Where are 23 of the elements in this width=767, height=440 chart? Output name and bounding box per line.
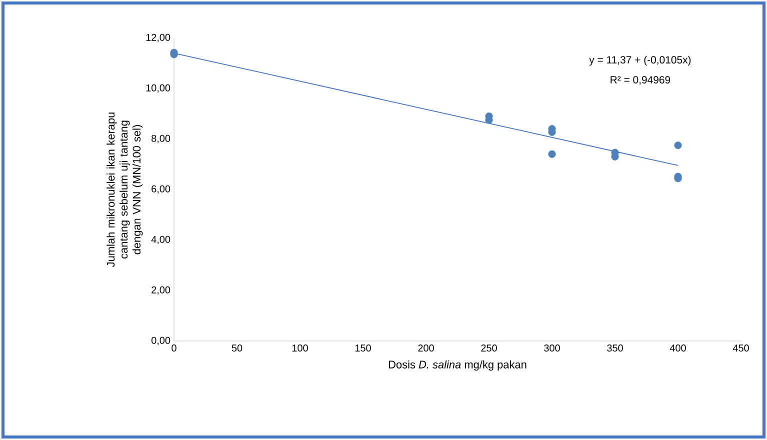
y-tick-label: 12,00 (146, 34, 170, 42)
x-tick-label: 250 (481, 344, 497, 352)
point (548, 150, 556, 158)
y-tick-label: 4,00 (151, 236, 170, 244)
x-axis-title: Dosis D. salina mg/kg pakan (388, 360, 526, 371)
y-axis-title: Jumlah mikronuklei ikan kerapu cantang sebelum uji tantang dengan VNN (MN/100 sel) (106, 112, 143, 267)
x-tick-label: 200 (418, 344, 434, 352)
y-tick-label: 8,00 (152, 134, 170, 144)
y-tick-label: 10,00 (146, 84, 170, 93)
y-tick-label: 2,00 (152, 286, 170, 295)
x-tick-label: 50 (232, 344, 242, 352)
x-tick-label: 150 (355, 344, 371, 352)
x-tick-label: 0 (172, 344, 176, 352)
y-tick-label: 6,00 (152, 185, 170, 194)
x-tick-label: 400 (670, 344, 686, 352)
x-tick-label: 100 (292, 344, 308, 352)
annotation: R² = 0,94969 (610, 76, 670, 85)
point (674, 141, 682, 150)
x-tick-label: 450 (732, 344, 749, 352)
x-tick-label: 300 (544, 344, 560, 352)
annotation: y = 11,37 + (-0,0105x) (589, 56, 691, 66)
y-tick-label: 0,00 (151, 336, 170, 346)
x-tick-label: 350 (607, 344, 623, 352)
